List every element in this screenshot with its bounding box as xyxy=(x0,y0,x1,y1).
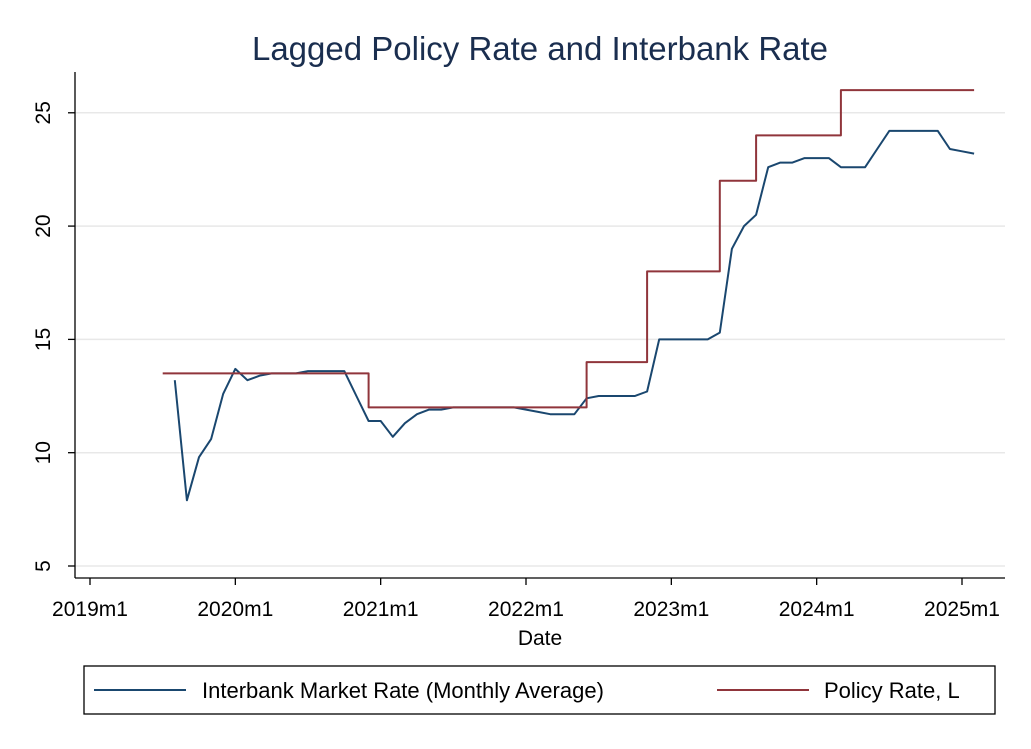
legend-box xyxy=(83,665,996,715)
x-tick-label-2019m1: 2019m1 xyxy=(52,598,128,621)
series-line-policy-rate xyxy=(162,89,975,409)
y-tick-label-25: 25 xyxy=(32,101,55,124)
x-tick-label-2020m1: 2020m1 xyxy=(197,598,273,621)
series-lines xyxy=(162,89,975,502)
x-tick-label-2025m1: 2025m1 xyxy=(924,598,1000,621)
legend-label-policy-rate: Policy Rate, L xyxy=(824,678,960,703)
y-tick-label-15: 15 xyxy=(32,328,55,351)
y-tick-label-20: 20 xyxy=(32,214,55,237)
axes xyxy=(68,72,1005,585)
x-tick-label-2021m1: 2021m1 xyxy=(343,598,419,621)
legend: Interbank Market Rate (Monthly Average) … xyxy=(83,665,996,715)
x-tick-label-2022m1: 2022m1 xyxy=(488,598,564,621)
gridlines xyxy=(75,112,1005,567)
series-line-interbank xyxy=(173,129,975,502)
x-axis-label: Date xyxy=(518,627,562,650)
x-tick-label-2023m1: 2023m1 xyxy=(633,598,709,621)
y-tick-label-5: 5 xyxy=(32,560,55,572)
tick-labels: 5 10 15 20 25 2019m1 2020m1 2021m1 2022m1 2023m1 2… xyxy=(32,101,1000,621)
y-tick-label-10: 10 xyxy=(32,441,55,464)
legend-label-interbank: Interbank Market Rate (Monthly Average) xyxy=(202,678,604,703)
x-tick-label-2024m1: 2024m1 xyxy=(779,598,855,621)
chart-title: Lagged Policy Rate and Interbank Rate xyxy=(252,30,828,67)
